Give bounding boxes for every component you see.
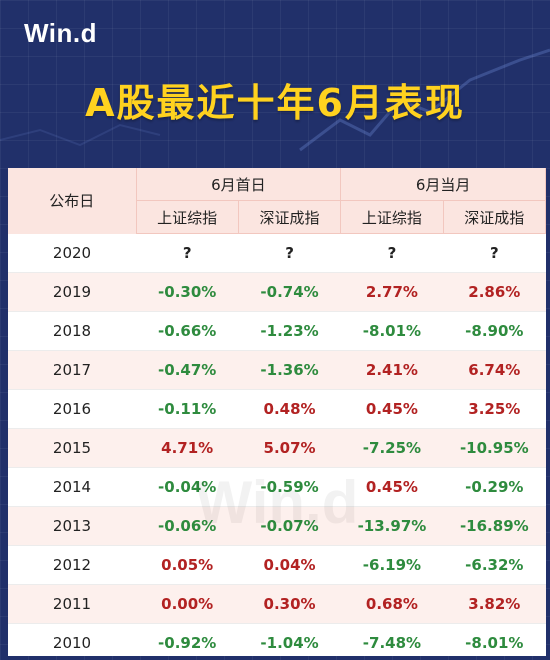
row-value: -0.04% [136, 467, 239, 507]
row-value: -10.95% [443, 428, 546, 468]
row-value: -6.19% [340, 545, 444, 585]
table-row: 2012 0.05% 0.04% -6.19% -6.32% [8, 545, 546, 585]
row-value: -0.74% [238, 272, 341, 312]
row-value: -1.36% [238, 350, 341, 390]
row-value: 5.07% [238, 428, 341, 468]
subheader-sse-month: 上证综指 [340, 200, 444, 234]
row-value: 3.82% [443, 584, 546, 624]
wind-logo: Win.d [24, 18, 98, 48]
row-value: -0.29% [443, 467, 546, 507]
group-header-whole-month: 6月当月 [340, 168, 546, 201]
table-row: 2014 -0.04% -0.59% 0.45% -0.29% [8, 467, 546, 507]
row-year: 2019 [8, 272, 136, 312]
table-header-row-indices: 上证综指 深证成指 上证综指 深证成指 [8, 200, 546, 234]
row-value: -0.59% [238, 467, 341, 507]
row-value: -0.07% [238, 506, 341, 546]
table-row: 2010 -0.92% -1.04% -7.48% -8.01% [8, 623, 546, 656]
row-value: -6.32% [443, 545, 546, 585]
row-value: -8.01% [443, 623, 546, 656]
row-value: 6.74% [443, 350, 546, 390]
row-value: -7.25% [340, 428, 444, 468]
row-value: 2.77% [340, 272, 444, 312]
table-row: 2017 -0.47% -1.36% 2.41% 6.74% [8, 350, 546, 390]
row-value: ? [238, 233, 341, 273]
table-row: 2019 -0.30% -0.74% 2.77% 2.86% [8, 272, 546, 312]
page-title: A股最近十年6月表现 [85, 81, 465, 125]
row-value: -1.04% [238, 623, 341, 656]
table-row: 2018 -0.66% -1.23% -8.01% -8.90% [8, 311, 546, 351]
row-value: 0.45% [340, 467, 444, 507]
table-header-row-groups: 公布日 6月首日 6月当月 [8, 168, 546, 234]
row-value: -1.23% [238, 311, 341, 351]
table-row: 2011 0.00% 0.30% 0.68% 3.82% [8, 584, 546, 624]
group-header-first-day: 6月首日 [136, 168, 342, 201]
table-row: 2013 -0.06% -0.07% -13.97% -16.89% [8, 506, 546, 546]
row-year: 2011 [8, 584, 136, 624]
table-row: 2020???? [8, 233, 546, 273]
row-value: 2.41% [340, 350, 444, 390]
row-year: 2018 [8, 311, 136, 351]
row-value: 4.71% [136, 428, 239, 468]
table-row: 2016 -0.11% 0.48% 0.45% 3.25% [8, 389, 546, 429]
row-year: 2016 [8, 389, 136, 429]
background-chart-decoration [0, 48, 550, 152]
row-year: 2017 [8, 350, 136, 390]
row-value: 0.30% [238, 584, 341, 624]
row-value: -0.06% [136, 506, 239, 546]
row-value: 0.05% [136, 545, 239, 585]
table-row: 2015 4.71% 5.07% -7.25% -10.95% [8, 428, 546, 468]
row-value: -16.89% [443, 506, 546, 546]
row-value: -8.90% [443, 311, 546, 351]
row-year: 2014 [8, 467, 136, 507]
june-performance-table: 公布日 6月首日 6月当月 上证综指 深证成指 上证综指 深证成指 2020??… [8, 168, 546, 656]
subheader-sse-first-day: 上证综指 [136, 200, 239, 234]
row-value: 0.00% [136, 584, 239, 624]
row-year: 2012 [8, 545, 136, 585]
subheader-szse-month: 深证成指 [443, 200, 546, 234]
row-value: 2.86% [443, 272, 546, 312]
row-year: 2015 [8, 428, 136, 468]
row-value: -0.30% [136, 272, 239, 312]
row-value: -0.92% [136, 623, 239, 656]
row-value: -13.97% [340, 506, 444, 546]
subheader-szse-first-day: 深证成指 [238, 200, 342, 234]
performance-table-panel: 公布日 6月首日 6月当月 上证综指 深证成指 上证综指 深证成指 2020??… [8, 168, 546, 656]
column-header-date: 公布日 [8, 168, 137, 234]
row-value: 0.45% [340, 389, 444, 429]
row-value: -0.66% [136, 311, 239, 351]
row-year: 2010 [8, 623, 136, 656]
row-value: 3.25% [443, 389, 546, 429]
row-value: 0.68% [340, 584, 444, 624]
row-value: 0.48% [238, 389, 341, 429]
row-value: -0.11% [136, 389, 239, 429]
row-value: ? [443, 233, 546, 273]
row-value: ? [136, 233, 239, 273]
row-value: -7.48% [340, 623, 444, 656]
row-year: 2013 [8, 506, 136, 546]
row-value: -8.01% [340, 311, 444, 351]
row-year: 2020 [8, 233, 136, 273]
row-value: 0.04% [238, 545, 341, 585]
row-value: -0.47% [136, 350, 239, 390]
row-value: ? [340, 233, 444, 273]
